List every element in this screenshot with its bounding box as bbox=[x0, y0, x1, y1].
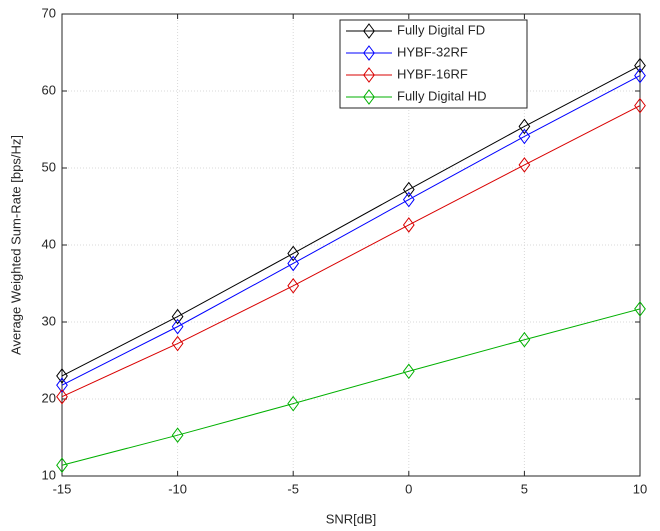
marker bbox=[287, 255, 300, 272]
x-tick-label: 10 bbox=[633, 481, 647, 496]
legend-marker bbox=[363, 45, 375, 61]
marker bbox=[56, 388, 68, 405]
y-tick-label: 20 bbox=[42, 390, 56, 405]
x-tick-label: 5 bbox=[521, 481, 528, 496]
legend-marker bbox=[363, 23, 375, 39]
marker bbox=[171, 335, 184, 352]
marker bbox=[402, 191, 415, 208]
marker bbox=[518, 157, 531, 173]
legend-label: HYBF-16RF bbox=[397, 66, 468, 81]
y-tick-label: 60 bbox=[42, 82, 56, 97]
legend-label: Fully Digital FD bbox=[397, 22, 485, 37]
y-tick-label: 30 bbox=[42, 313, 56, 328]
plot-frame bbox=[61, 13, 641, 477]
legend-label: HYBF-32RF bbox=[397, 44, 468, 59]
legend-marker bbox=[363, 67, 375, 83]
series-line bbox=[61, 308, 641, 466]
marker bbox=[56, 377, 68, 393]
marker bbox=[171, 318, 184, 335]
series-line bbox=[61, 65, 641, 377]
marker bbox=[634, 67, 646, 84]
marker bbox=[634, 97, 646, 114]
marker bbox=[634, 301, 646, 317]
marker bbox=[634, 57, 646, 74]
series-line bbox=[61, 75, 641, 386]
x-axis-label: SNR[dB] bbox=[326, 511, 377, 526]
y-tick-label: 10 bbox=[42, 467, 56, 482]
y-tick-label: 40 bbox=[42, 236, 56, 251]
marker bbox=[518, 128, 531, 145]
marker bbox=[171, 308, 184, 325]
y-tick-label: 50 bbox=[42, 159, 56, 174]
legend-marker bbox=[363, 89, 375, 105]
marker bbox=[518, 331, 531, 348]
series-line bbox=[61, 105, 641, 398]
y-tick-label: 70 bbox=[42, 5, 56, 20]
marker bbox=[402, 363, 415, 380]
marker bbox=[56, 368, 68, 384]
marker bbox=[287, 245, 300, 262]
legend-label: Fully Digital HD bbox=[397, 88, 487, 103]
x-tick-label: 0 bbox=[405, 481, 412, 496]
marker bbox=[518, 118, 531, 135]
marker bbox=[402, 217, 415, 233]
x-tick-label: -5 bbox=[287, 481, 299, 496]
marker bbox=[56, 457, 68, 474]
marker bbox=[171, 427, 184, 444]
marker bbox=[287, 277, 300, 294]
x-tick-label: -15 bbox=[53, 481, 72, 496]
y-axis-label: Average Weighted Sum-Rate [bps/Hz] bbox=[8, 135, 23, 355]
marker bbox=[402, 181, 415, 198]
marker bbox=[287, 395, 300, 412]
x-tick-label: -10 bbox=[168, 481, 187, 496]
